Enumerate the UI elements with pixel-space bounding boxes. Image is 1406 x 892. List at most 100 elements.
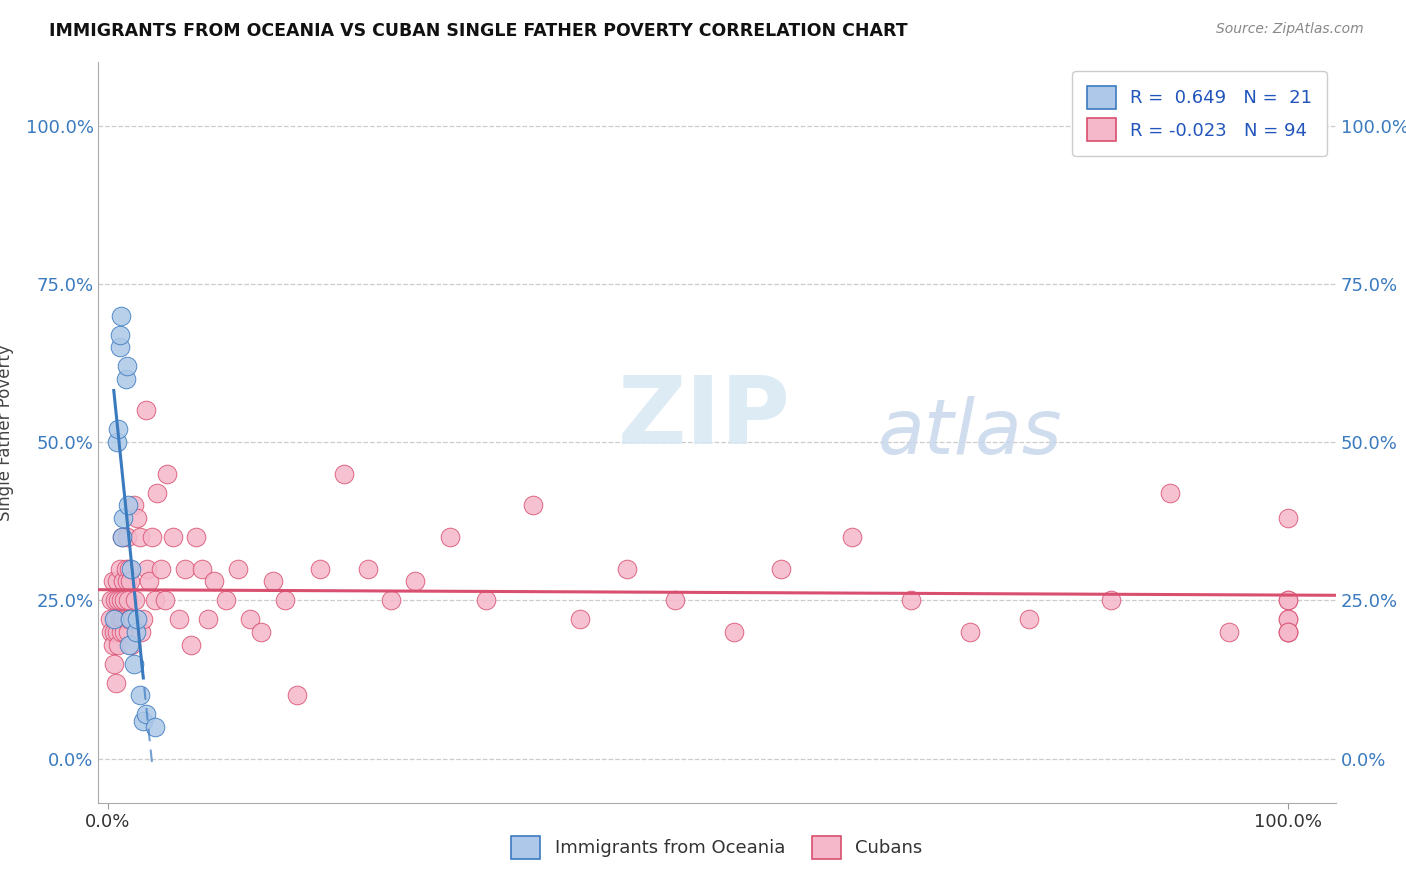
Y-axis label: Single Father Poverty: Single Father Poverty	[0, 344, 14, 521]
Point	[115, 530, 138, 544]
Point	[143, 720, 166, 734]
Point	[100, 624, 122, 639]
Point	[1277, 624, 1299, 639]
Point	[111, 612, 134, 626]
Point	[132, 612, 155, 626]
Point	[1099, 593, 1122, 607]
Point	[107, 593, 129, 607]
Point	[121, 562, 143, 576]
Text: ZIP: ZIP	[619, 372, 792, 464]
Point	[153, 593, 176, 607]
Point	[118, 562, 141, 576]
Point	[135, 562, 157, 576]
Point	[959, 624, 981, 639]
Point	[156, 467, 179, 481]
Point	[121, 638, 143, 652]
Point	[616, 562, 638, 576]
Point	[114, 372, 136, 386]
Point	[309, 562, 332, 576]
Point	[285, 688, 308, 702]
Point	[103, 624, 125, 639]
Point	[1018, 612, 1040, 626]
Point	[238, 612, 260, 626]
Point	[1277, 593, 1299, 607]
Point	[186, 530, 208, 544]
Point	[404, 574, 426, 589]
Text: Source: ZipAtlas.com: Source: ZipAtlas.com	[1216, 22, 1364, 37]
Point	[118, 638, 141, 652]
Point	[723, 624, 745, 639]
Point	[1277, 624, 1299, 639]
Point	[129, 624, 152, 639]
Point	[1277, 612, 1299, 626]
Point	[114, 562, 136, 576]
Point	[127, 511, 149, 525]
Point	[333, 467, 356, 481]
Point	[132, 714, 155, 728]
Point	[110, 309, 132, 323]
Point	[105, 624, 128, 639]
Point	[274, 593, 297, 607]
Point	[120, 574, 142, 589]
Point	[1277, 511, 1299, 525]
Point	[125, 624, 148, 639]
Point	[111, 530, 134, 544]
Point	[202, 574, 225, 589]
Point	[135, 707, 157, 722]
Point	[103, 612, 125, 626]
Point	[841, 530, 863, 544]
Point	[112, 511, 135, 525]
Point	[569, 612, 592, 626]
Point	[162, 530, 184, 544]
Point	[1277, 612, 1299, 626]
Point	[117, 624, 139, 639]
Point	[105, 435, 128, 450]
Point	[107, 638, 129, 652]
Point	[103, 657, 125, 671]
Point	[108, 612, 131, 626]
Point	[769, 562, 792, 576]
Point	[115, 574, 138, 589]
Point	[197, 612, 219, 626]
Point	[108, 562, 131, 576]
Point	[117, 593, 139, 607]
Point	[115, 359, 138, 374]
Point	[474, 593, 496, 607]
Point	[250, 624, 273, 639]
Point	[356, 562, 378, 576]
Text: IMMIGRANTS FROM OCEANIA VS CUBAN SINGLE FATHER POVERTY CORRELATION CHART: IMMIGRANTS FROM OCEANIA VS CUBAN SINGLE …	[49, 22, 908, 40]
Point	[146, 485, 169, 500]
Point	[104, 612, 127, 626]
Point	[380, 593, 402, 607]
Point	[100, 593, 122, 607]
Point	[141, 530, 163, 544]
Point	[128, 688, 150, 702]
Point	[522, 499, 544, 513]
Text: atlas: atlas	[877, 396, 1063, 469]
Point	[173, 562, 195, 576]
Point	[150, 562, 173, 576]
Point	[105, 675, 128, 690]
Point	[111, 530, 134, 544]
Point	[105, 612, 128, 626]
Point	[226, 562, 249, 576]
Point	[117, 499, 139, 513]
Point	[143, 593, 166, 607]
Point	[120, 612, 142, 626]
Point	[112, 624, 135, 639]
Point	[110, 624, 132, 639]
Point	[112, 593, 135, 607]
Point	[179, 638, 201, 652]
Point	[108, 327, 131, 342]
Point	[124, 593, 146, 607]
Point	[118, 612, 141, 626]
Point	[112, 574, 135, 589]
Point	[1277, 593, 1299, 607]
Point	[101, 574, 124, 589]
Legend: Immigrants from Oceania, Cubans: Immigrants from Oceania, Cubans	[502, 827, 932, 868]
Point	[107, 422, 129, 436]
Point	[128, 530, 150, 544]
Point	[664, 593, 686, 607]
Point	[439, 530, 461, 544]
Point	[101, 638, 124, 652]
